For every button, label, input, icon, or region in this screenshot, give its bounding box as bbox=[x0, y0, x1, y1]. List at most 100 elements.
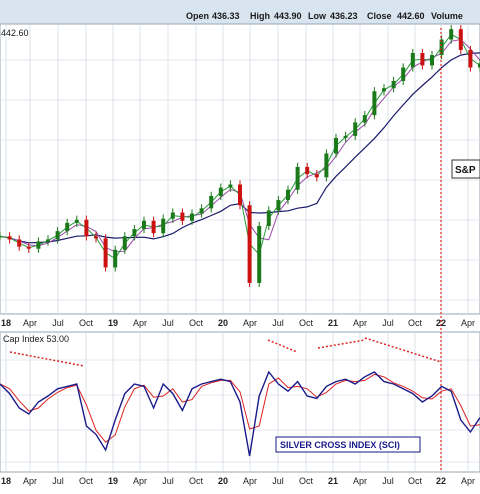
candle-body bbox=[142, 220, 146, 230]
indicator-label: Cap Index 53.00 bbox=[3, 334, 69, 344]
candle-body bbox=[7, 236, 12, 240]
candle-body bbox=[84, 219, 89, 237]
candle-body bbox=[36, 241, 41, 249]
sci-label-box bbox=[275, 436, 421, 453]
x-tick-label: Apr bbox=[23, 476, 37, 486]
candle-body bbox=[26, 246, 31, 249]
x-tick-label: Jul bbox=[162, 476, 174, 486]
candle-body bbox=[151, 220, 156, 234]
candle-body bbox=[247, 205, 252, 283]
candle-body bbox=[458, 29, 463, 50]
candle-body bbox=[410, 53, 415, 68]
x-tick-label: Oct bbox=[408, 476, 423, 486]
x-tick-label: 22 bbox=[436, 476, 446, 486]
sci-line bbox=[0, 370, 480, 457]
candle-body bbox=[65, 222, 70, 232]
x-tick-label: Oct bbox=[189, 476, 204, 486]
candle-body bbox=[113, 249, 118, 268]
x-tick-label: Apr bbox=[133, 318, 147, 328]
sci-signal-line bbox=[0, 373, 480, 443]
high-value: 443.90 bbox=[274, 11, 302, 21]
candle-body bbox=[122, 236, 127, 250]
x-tick-label: Apr bbox=[461, 476, 475, 486]
divergence-line bbox=[9, 351, 85, 367]
x-tick-label: 21 bbox=[328, 476, 338, 486]
low-label: Low bbox=[308, 11, 327, 21]
x-tick-label: Jul bbox=[382, 318, 394, 328]
x-tick-label: Oct bbox=[299, 476, 314, 486]
candle-body bbox=[103, 238, 108, 268]
candle-body bbox=[161, 218, 166, 234]
candle-body bbox=[170, 212, 175, 219]
candle-body bbox=[190, 213, 194, 221]
candle-body bbox=[334, 137, 338, 154]
x-tick-label: Apr bbox=[461, 318, 475, 328]
x-tick-label: Jul bbox=[272, 318, 284, 328]
candle-body bbox=[257, 225, 262, 283]
candle-body bbox=[478, 63, 480, 68]
candle-body bbox=[353, 122, 358, 136]
x-tick-label: Jul bbox=[272, 476, 284, 486]
sp-annotation-text: S&P bbox=[455, 165, 476, 176]
candle-body bbox=[305, 166, 310, 175]
candle-body bbox=[314, 174, 319, 178]
candle-body bbox=[228, 184, 233, 188]
x-tick-label: 19 bbox=[108, 318, 118, 328]
candle-body bbox=[324, 153, 329, 178]
x-tick-label: Jul bbox=[162, 318, 174, 328]
x-tick-label: 21 bbox=[328, 318, 338, 328]
high-label: High bbox=[250, 11, 270, 21]
candle-body bbox=[17, 239, 22, 247]
candle-body bbox=[180, 212, 185, 221]
x-tick-label: Oct bbox=[79, 318, 94, 328]
open-label: Open bbox=[186, 11, 209, 21]
divergence-line bbox=[364, 337, 442, 363]
candle-body bbox=[46, 239, 50, 242]
candle-body bbox=[372, 91, 377, 116]
x-tick-label: 20 bbox=[218, 318, 228, 328]
candle-body bbox=[132, 229, 137, 237]
candle-body bbox=[449, 29, 454, 40]
close-label: Close bbox=[367, 11, 392, 21]
candle-body bbox=[0, 236, 2, 238]
candle-body bbox=[439, 39, 444, 56]
x-tick-label: Apr bbox=[353, 318, 367, 328]
x-tick-label: Oct bbox=[299, 318, 314, 328]
candle-body bbox=[401, 67, 406, 81]
x-tick-label: Oct bbox=[408, 318, 423, 328]
candle-body bbox=[266, 210, 271, 226]
candle-body bbox=[382, 88, 386, 92]
candle-body bbox=[420, 53, 425, 66]
x-tick-label: Jul bbox=[52, 318, 64, 328]
x-tick-label: Oct bbox=[79, 476, 94, 486]
low-value: 436.23 bbox=[330, 11, 358, 21]
x-tick-label: Apr bbox=[353, 476, 367, 486]
annotations bbox=[9, 28, 442, 472]
candle-body bbox=[286, 189, 290, 201]
sp-annotation-box bbox=[451, 159, 480, 179]
candle-body bbox=[430, 55, 434, 66]
x-tick-label: 18 bbox=[1, 318, 11, 328]
candle-body bbox=[362, 115, 367, 123]
sci-label-text: SILVER CROSS INDEX (SCI) bbox=[280, 440, 400, 450]
x-tick-label: 20 bbox=[218, 476, 228, 486]
open-value: 436.33 bbox=[212, 11, 240, 21]
candle-body bbox=[391, 80, 396, 89]
header-bar bbox=[0, 0, 480, 24]
x-axis-labels-bottom: 18 Apr Jul Oct 19 Apr Jul Oct 20 Apr Jul Oct 21 Apr Ju… bbox=[1, 476, 475, 486]
divergence-line bbox=[267, 339, 298, 353]
x-tick-label: Jul bbox=[52, 476, 64, 486]
candle-body bbox=[74, 219, 79, 223]
x-tick-label: Apr bbox=[243, 476, 257, 486]
candle-body bbox=[276, 200, 281, 211]
x-tick-label: Apr bbox=[133, 476, 147, 486]
candle-body bbox=[218, 187, 223, 196]
x-tick-label: Oct bbox=[189, 318, 204, 328]
candle-body bbox=[94, 236, 98, 239]
x-axis-labels-mid: 18 Apr Jul Oct 19 Apr Jul Oct 20 Apr Jul Oct 21 Apr Ju… bbox=[1, 318, 475, 328]
candle-body bbox=[199, 208, 204, 214]
price-series bbox=[0, 25, 480, 288]
x-tick-label: 22 bbox=[436, 318, 446, 328]
